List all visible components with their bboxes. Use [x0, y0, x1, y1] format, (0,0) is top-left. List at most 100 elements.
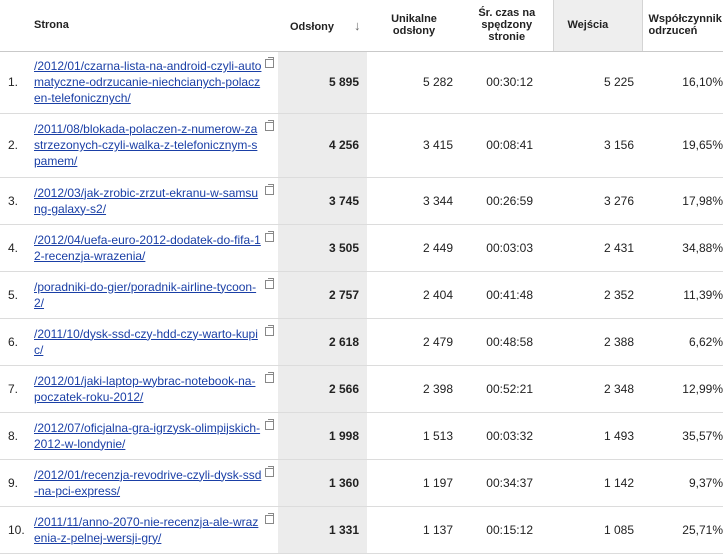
- header-views[interactable]: Odsłony ↓: [278, 0, 367, 52]
- bounce-rate-cell: 12,99%: [642, 365, 723, 413]
- table-row: 1./2012/01/czarna-lista-na-android-czyli…: [0, 51, 723, 114]
- external-link-icon[interactable]: [265, 371, 274, 383]
- header-num: [0, 0, 28, 52]
- avg-time-cell: 00:52:21: [461, 365, 553, 413]
- page-link[interactable]: /2011/10/dysk-ssd-czy-hdd-czy-warto-kupi…: [34, 326, 258, 357]
- page-cell: /2011/10/dysk-ssd-czy-hdd-czy-warto-kupi…: [28, 318, 278, 366]
- row-number: 9.: [0, 459, 28, 507]
- unique-views-cell: 1 513: [367, 412, 461, 460]
- entries-cell: 1 085: [553, 506, 642, 554]
- views-cell: 5 895: [278, 51, 367, 114]
- header-unique[interactable]: Unikalne odsłony: [367, 0, 461, 52]
- unique-views-cell: 2 398: [367, 365, 461, 413]
- page-cell: /2012/01/czarna-lista-na-android-czyli-a…: [28, 51, 278, 114]
- page-cell: /2011/11/anno-2070-nie-recenzja-ale-wraz…: [28, 506, 278, 554]
- external-link-icon[interactable]: [265, 230, 274, 242]
- views-cell: 2 618: [278, 318, 367, 366]
- unique-views-cell: 1 197: [367, 459, 461, 507]
- row-number: 6.: [0, 318, 28, 366]
- table-row: 8./2012/07/oficjalna-gra-igrzysk-olimpij…: [0, 412, 723, 460]
- header-page[interactable]: Strona: [28, 0, 278, 52]
- views-cell: 4 256: [278, 113, 367, 178]
- bounce-rate-cell: 19,65%: [642, 113, 723, 178]
- table-row: 9./2012/01/recenzja-revodrive-czyli-dysk…: [0, 459, 723, 507]
- views-cell: 2 566: [278, 365, 367, 413]
- external-link-icon[interactable]: [265, 418, 274, 430]
- entries-cell: 3 276: [553, 177, 642, 225]
- page-link[interactable]: /2012/01/recenzja-revodrive-czyli-dysk-s…: [34, 467, 262, 498]
- unique-views-cell: 2 479: [367, 318, 461, 366]
- page-link[interactable]: /2012/04/uefa-euro-2012-dodatek-do-fifa-…: [34, 232, 261, 263]
- page-cell: /2012/04/uefa-euro-2012-dodatek-do-fifa-…: [28, 224, 278, 272]
- row-number: 1.: [0, 51, 28, 114]
- avg-time-cell: 00:08:41: [461, 113, 553, 178]
- entries-cell: 1 493: [553, 412, 642, 460]
- header-time[interactable]: Śr. czas na spędzony stronie: [461, 0, 553, 52]
- table-row: 6./2011/10/dysk-ssd-czy-hdd-czy-warto-ku…: [0, 318, 723, 366]
- bounce-rate-cell: 17,98%: [642, 177, 723, 225]
- bounce-rate-cell: 9,37%: [642, 459, 723, 507]
- avg-time-cell: 00:03:32: [461, 412, 553, 460]
- entries-cell: 2 388: [553, 318, 642, 366]
- unique-views-cell: 2 449: [367, 224, 461, 272]
- bounce-rate-cell: 35,57%: [642, 412, 723, 460]
- table-row: 5./poradniki-do-gier/poradnik-airline-ty…: [0, 271, 723, 319]
- avg-time-cell: 00:15:12: [461, 506, 553, 554]
- page-link[interactable]: /2012/03/jak-zrobic-zrzut-ekranu-w-samsu…: [34, 185, 259, 216]
- views-cell: 1 360: [278, 459, 367, 507]
- external-link-icon[interactable]: [265, 512, 274, 524]
- views-cell: 3 505: [278, 224, 367, 272]
- row-number: 10.: [0, 506, 28, 554]
- views-cell: 1 998: [278, 412, 367, 460]
- bounce-rate-cell: 34,88%: [642, 224, 723, 272]
- page-link[interactable]: /2012/01/jaki-laptop-wybrac-notebook-na-…: [34, 373, 256, 404]
- unique-views-cell: 2 404: [367, 271, 461, 319]
- avg-time-cell: 00:03:03: [461, 224, 553, 272]
- avg-time-cell: 00:48:58: [461, 318, 553, 366]
- unique-views-cell: 1 137: [367, 506, 461, 554]
- page-cell: /2012/07/oficjalna-gra-igrzysk-olimpijsk…: [28, 412, 278, 460]
- entries-cell: 2 431: [553, 224, 642, 272]
- page-link[interactable]: /2011/11/anno-2070-nie-recenzja-ale-wraz…: [34, 514, 259, 545]
- page-cell: /poradniki-do-gier/poradnik-airline-tyco…: [28, 271, 278, 319]
- table-row: 3./2012/03/jak-zrobic-zrzut-ekranu-w-sam…: [0, 177, 723, 225]
- row-number: 8.: [0, 412, 28, 460]
- header-entries[interactable]: Wejścia: [552, 0, 643, 52]
- table-header-row: Strona Odsłony ↓ Unikalne odsłony Śr. czas…: [0, 0, 723, 52]
- avg-time-cell: 00:41:48: [461, 271, 553, 319]
- avg-time-cell: 00:34:37: [461, 459, 553, 507]
- external-link-icon[interactable]: [265, 465, 274, 477]
- bounce-rate-cell: 25,71%: [642, 506, 723, 554]
- table-row: 4./2012/04/uefa-euro-2012-dodatek-do-fif…: [0, 224, 723, 272]
- external-link-icon[interactable]: [265, 120, 274, 131]
- down-arrow-icon[interactable]: ↓: [354, 17, 361, 33]
- page-link[interactable]: /poradniki-do-gier/poradnik-airline-tyco…: [34, 279, 257, 310]
- unique-views-cell: 3 344: [367, 177, 461, 225]
- page-link[interactable]: /2012/01/czarna-lista-na-android-czyli-a…: [34, 59, 262, 105]
- external-link-icon[interactable]: [265, 183, 274, 195]
- avg-time-cell: 00:26:59: [461, 177, 553, 225]
- views-cell: 1 331: [278, 506, 367, 554]
- entries-cell: 2 348: [553, 365, 642, 413]
- page-link[interactable]: /2012/07/oficjalna-gra-igrzysk-olimpijsk…: [34, 420, 261, 451]
- row-number: 5.: [0, 271, 28, 319]
- header-bounce[interactable]: Współczynnik odrzuceń: [642, 0, 723, 52]
- entries-cell: 2 352: [553, 271, 642, 319]
- external-link-icon[interactable]: [265, 324, 274, 336]
- entries-cell: 1 142: [553, 459, 642, 507]
- bounce-rate-cell: 6,62%: [642, 318, 723, 366]
- views-cell: 2 757: [278, 271, 367, 319]
- avg-time-cell: 00:30:12: [461, 51, 553, 114]
- external-link-icon[interactable]: [265, 277, 274, 289]
- row-number: 4.: [0, 224, 28, 272]
- page-cell: /2012/03/jak-zrobic-zrzut-ekranu-w-samsu…: [28, 177, 278, 225]
- external-link-icon[interactable]: [265, 57, 274, 68]
- views-cell: 3 745: [278, 177, 367, 225]
- table-row: 10./2011/11/anno-2070-nie-recenzja-ale-w…: [0, 506, 723, 554]
- page-cell: /2011/08/blokada-polaczen-z-numerow-zast…: [28, 113, 278, 178]
- page-link[interactable]: /2011/08/blokada-polaczen-z-numerow-zast…: [34, 122, 258, 168]
- entries-cell: 5 225: [553, 51, 642, 114]
- row-number: 2.: [0, 113, 28, 178]
- unique-views-cell: 3 415: [367, 113, 461, 178]
